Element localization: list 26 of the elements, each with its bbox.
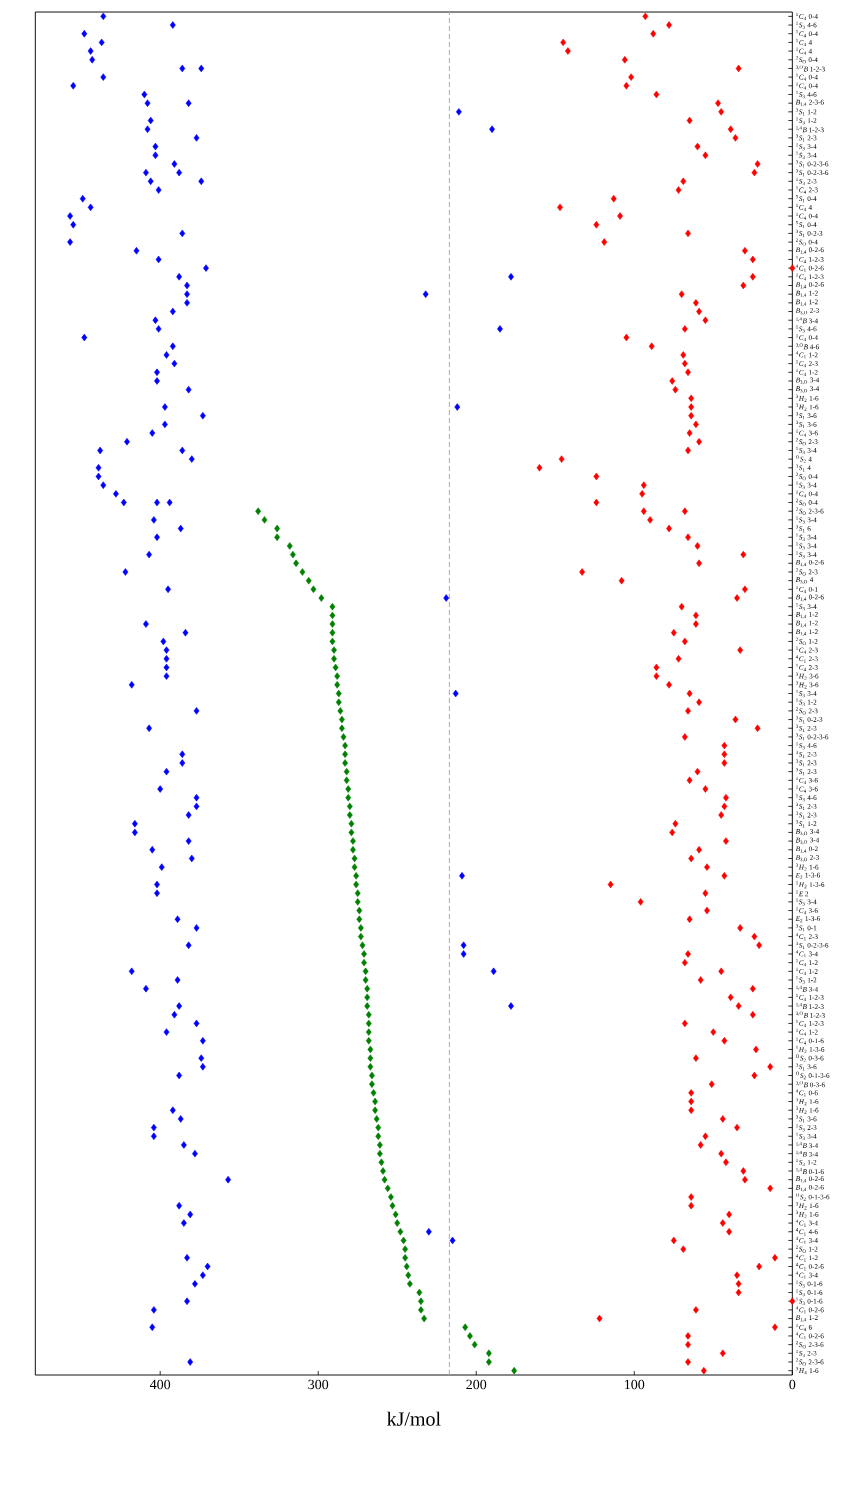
- point: [460, 950, 467, 958]
- x-tick-label: 0: [789, 1379, 796, 1390]
- point: [443, 594, 449, 602]
- point: [166, 498, 173, 507]
- point: [449, 1236, 456, 1245]
- point: [496, 325, 503, 333]
- point: [185, 99, 192, 107]
- x-tick-label: 300: [308, 1379, 329, 1390]
- x-tick-label: 200: [466, 1379, 487, 1390]
- x-tick-label: 400: [149, 1379, 170, 1390]
- point: [179, 446, 186, 455]
- point: [422, 290, 429, 298]
- x-axis-title: kJ/mol: [386, 1411, 441, 1426]
- x-tick-label: 100: [624, 1379, 645, 1390]
- point: [508, 273, 514, 281]
- point: [455, 108, 462, 116]
- point: [508, 1002, 514, 1010]
- point: [489, 125, 495, 133]
- point: [459, 872, 465, 880]
- point: [153, 498, 160, 507]
- point: [460, 941, 467, 950]
- point: [490, 967, 497, 976]
- point: [452, 689, 459, 698]
- point: [425, 1228, 432, 1236]
- point: [454, 403, 460, 411]
- point: [681, 507, 688, 515]
